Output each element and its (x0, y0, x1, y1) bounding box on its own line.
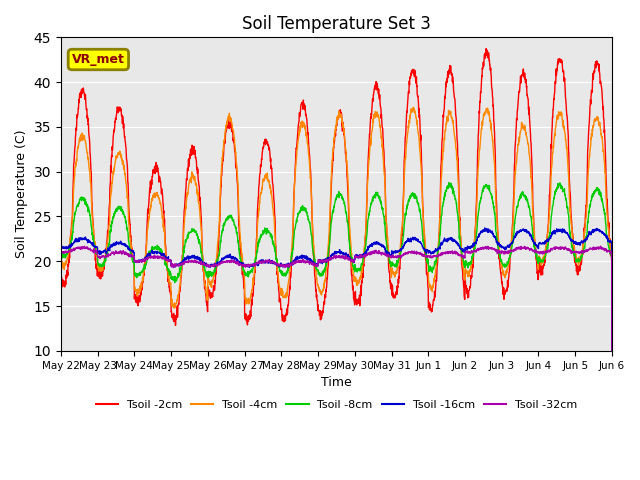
Tsoil -32cm (211, 262, 218, 268)
Tsoil -16cm (481, 225, 489, 231)
Tsoil -16cm (559, 228, 567, 234)
Tsoil -4cm (57, 255, 65, 261)
Tsoil -8cm (211, 267, 218, 273)
Tsoil -8cm (364, 216, 372, 222)
Tsoil -4cm (410, 104, 417, 110)
Legend: Tsoil -2cm, Tsoil -4cm, Tsoil -8cm, Tsoil -16cm, Tsoil -32cm: Tsoil -2cm, Tsoil -4cm, Tsoil -8cm, Tsoi… (92, 396, 582, 414)
Tsoil -8cm (353, 268, 360, 274)
Title: Soil Temperature Set 3: Soil Temperature Set 3 (242, 15, 431, 33)
Tsoil -32cm (353, 254, 360, 260)
Tsoil -16cm (608, 438, 616, 444)
Tsoil -32cm (559, 246, 567, 252)
Tsoil -2cm (575, 266, 582, 272)
Line: Tsoil -4cm: Tsoil -4cm (61, 107, 612, 439)
Tsoil -16cm (211, 260, 218, 266)
Tsoil -8cm (608, 438, 616, 444)
Tsoil -32cm (608, 438, 616, 444)
Line: Tsoil -2cm: Tsoil -2cm (61, 48, 612, 444)
Tsoil -16cm (575, 240, 582, 246)
Tsoil -8cm (57, 252, 65, 257)
Tsoil -8cm (497, 258, 504, 264)
Tsoil -32cm (575, 250, 582, 255)
Text: VR_met: VR_met (72, 53, 125, 66)
Tsoil -4cm (353, 279, 360, 285)
Y-axis label: Soil Temperature (C): Soil Temperature (C) (15, 130, 28, 258)
Tsoil -4cm (211, 270, 218, 276)
Tsoil -32cm (497, 249, 504, 254)
Tsoil -2cm (608, 441, 616, 446)
Tsoil -2cm (364, 156, 372, 162)
Tsoil -8cm (445, 180, 452, 185)
Tsoil -8cm (559, 187, 567, 193)
Tsoil -4cm (608, 436, 616, 442)
Tsoil -2cm (483, 46, 490, 51)
Tsoil -16cm (57, 244, 65, 250)
Tsoil -4cm (575, 259, 582, 264)
Tsoil -16cm (353, 253, 360, 259)
Tsoil -2cm (497, 270, 504, 276)
Line: Tsoil -8cm: Tsoil -8cm (61, 182, 612, 441)
Tsoil -16cm (364, 247, 372, 253)
Tsoil -8cm (575, 259, 582, 264)
Tsoil -2cm (353, 300, 360, 306)
X-axis label: Time: Time (321, 376, 352, 389)
Tsoil -32cm (57, 250, 65, 255)
Tsoil -4cm (364, 168, 372, 174)
Tsoil -2cm (559, 68, 567, 74)
Tsoil -4cm (559, 121, 567, 127)
Tsoil -32cm (597, 243, 605, 249)
Tsoil -4cm (497, 257, 504, 263)
Tsoil -2cm (211, 288, 218, 293)
Line: Tsoil -32cm: Tsoil -32cm (61, 246, 612, 441)
Line: Tsoil -16cm: Tsoil -16cm (61, 228, 612, 441)
Tsoil -2cm (57, 267, 65, 273)
Tsoil -32cm (364, 250, 372, 256)
Tsoil -16cm (497, 242, 504, 248)
